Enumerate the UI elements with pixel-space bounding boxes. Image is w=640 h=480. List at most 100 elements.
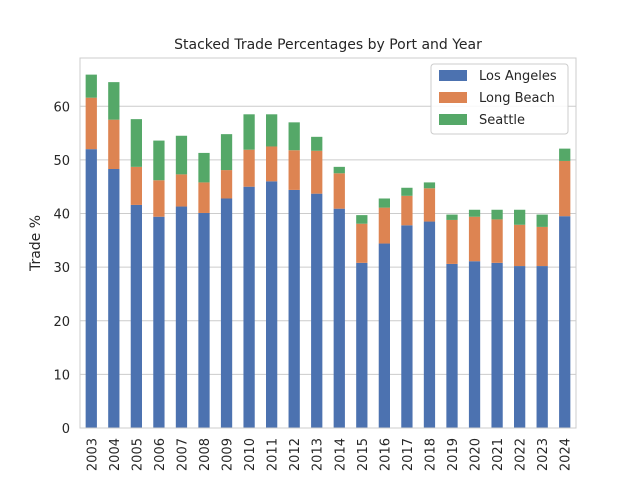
bar-long-beach-2015 xyxy=(356,223,368,263)
legend-swatch xyxy=(439,92,467,103)
bar-seattle-2005 xyxy=(130,119,142,167)
bar-long-beach-2003 xyxy=(85,97,97,150)
x-tick-label: 2007 xyxy=(175,438,190,471)
y-tick-label: 10 xyxy=(53,368,70,383)
x-tick-label: 2023 xyxy=(536,438,551,471)
bar-los-angeles-2004 xyxy=(108,169,120,428)
bar-los-angeles-2006 xyxy=(153,216,165,428)
bar-los-angeles-2014 xyxy=(333,208,345,428)
x-tick-label: 2022 xyxy=(514,438,529,471)
bar-los-angeles-2010 xyxy=(243,186,255,428)
bar-los-angeles-2015 xyxy=(356,262,368,428)
bar-seattle-2012 xyxy=(288,122,300,151)
x-tick-label: 2003 xyxy=(85,438,100,471)
y-tick-label: 30 xyxy=(53,261,70,276)
bar-seattle-2009 xyxy=(220,134,233,171)
x-tick-label: 2012 xyxy=(288,438,303,471)
y-tick-label: 50 xyxy=(53,154,70,169)
bar-seattle-2017 xyxy=(401,187,413,196)
x-tick-label: 2009 xyxy=(221,438,236,471)
legend-label: Long Beach xyxy=(479,91,555,106)
bar-long-beach-2020 xyxy=(468,216,481,262)
x-tick-label: 2005 xyxy=(130,438,145,471)
legend: Los Angeles Long Beach Seattle xyxy=(430,63,569,135)
bar-long-beach-2013 xyxy=(311,150,323,194)
bar-seattle-2006 xyxy=(153,140,165,181)
x-tick-label: 2021 xyxy=(491,438,506,471)
x-tick-label: 2016 xyxy=(378,438,393,471)
x-tick-label: 2004 xyxy=(108,438,123,471)
bar-los-angeles-2013 xyxy=(311,193,323,428)
bar-seattle-2014 xyxy=(333,166,345,174)
legend-label: Los Angeles xyxy=(479,69,557,84)
bar-long-beach-2004 xyxy=(108,119,120,169)
bar-long-beach-2023 xyxy=(536,226,548,267)
bar-seattle-2019 xyxy=(446,214,458,220)
y-tick-labels: 0 10 20 30 40 50 60 xyxy=(53,100,70,437)
bar-seattle-2022 xyxy=(514,209,526,225)
bar-seattle-2010 xyxy=(243,114,255,150)
x-tick-label: 2008 xyxy=(198,438,213,471)
bar-seattle-2003 xyxy=(85,74,97,98)
x-tick-label: 2006 xyxy=(153,438,168,471)
bar-long-beach-2022 xyxy=(514,224,526,267)
bar-seattle-2008 xyxy=(198,152,210,183)
bar-seattle-2013 xyxy=(311,136,323,151)
bar-los-angeles-2022 xyxy=(514,266,526,428)
bar-long-beach-2012 xyxy=(288,150,300,190)
bars xyxy=(85,74,571,428)
legend-label: Seattle xyxy=(479,113,525,128)
bar-seattle-2007 xyxy=(175,135,188,175)
y-tick-label: 40 xyxy=(53,208,70,223)
bar-long-beach-2014 xyxy=(333,173,345,209)
y-tick-label: 60 xyxy=(53,100,70,115)
bar-los-angeles-2024 xyxy=(559,216,571,428)
bar-long-beach-2011 xyxy=(266,146,278,182)
bar-long-beach-2024 xyxy=(559,160,571,217)
plot-frame xyxy=(79,57,577,429)
bar-los-angeles-2020 xyxy=(468,261,481,428)
bar-los-angeles-2021 xyxy=(491,262,503,428)
bar-long-beach-2018 xyxy=(423,188,436,222)
x-tick-label: 2017 xyxy=(401,438,416,471)
bar-long-beach-2016 xyxy=(378,207,390,244)
bar-los-angeles-2023 xyxy=(536,266,548,428)
bar-long-beach-2007 xyxy=(175,174,188,207)
bar-long-beach-2021 xyxy=(491,219,503,263)
bar-seattle-2015 xyxy=(356,215,368,224)
bar-long-beach-2019 xyxy=(446,219,458,264)
bar-long-beach-2009 xyxy=(220,170,233,199)
bar-los-angeles-2019 xyxy=(446,263,458,428)
bar-long-beach-2005 xyxy=(130,166,142,205)
bar-seattle-2020 xyxy=(468,209,481,217)
x-tick-label: 2019 xyxy=(446,438,461,471)
bar-los-angeles-2008 xyxy=(198,212,210,428)
x-tick-label: 2018 xyxy=(423,438,438,471)
legend-swatch xyxy=(439,114,467,125)
bar-long-beach-2017 xyxy=(401,195,413,226)
bar-long-beach-2008 xyxy=(198,182,210,213)
bar-long-beach-2006 xyxy=(153,180,165,217)
x-tick-label: 2015 xyxy=(356,438,371,471)
bar-los-angeles-2005 xyxy=(130,204,142,428)
bar-los-angeles-2018 xyxy=(423,221,436,428)
bar-seattle-2004 xyxy=(108,82,120,120)
bar-seattle-2023 xyxy=(536,214,548,227)
x-tick-label: 2014 xyxy=(333,438,348,471)
y-tick-label: 0 xyxy=(62,422,70,437)
bar-los-angeles-2003 xyxy=(85,149,97,428)
bar-seattle-2018 xyxy=(423,182,436,189)
bar-seattle-2016 xyxy=(378,198,390,208)
bar-los-angeles-2016 xyxy=(378,243,390,428)
bar-los-angeles-2017 xyxy=(401,225,413,428)
x-tick-labels: 2003 2004 2005 2006 2007 2008 2009 2010 2011 2012… xyxy=(85,438,573,471)
bar-los-angeles-2007 xyxy=(175,206,188,428)
x-tick-label: 2013 xyxy=(311,438,326,471)
x-tick-label: 2024 xyxy=(559,438,574,471)
bar-los-angeles-2009 xyxy=(220,198,233,428)
bar-seattle-2021 xyxy=(491,209,503,220)
chart-title: Stacked Trade Percentages by Port and Ye… xyxy=(174,37,482,53)
bar-los-angeles-2012 xyxy=(288,189,300,428)
bar-seattle-2011 xyxy=(266,114,278,147)
x-tick-label: 2020 xyxy=(469,438,484,471)
